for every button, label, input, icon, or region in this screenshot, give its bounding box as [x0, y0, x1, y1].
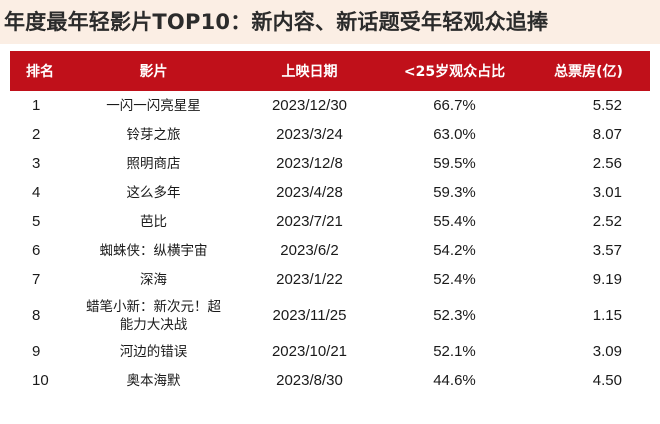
film-cell: 照明商店	[70, 149, 237, 178]
release-date-cell: 2023/1/22	[276, 271, 343, 288]
box-office-cell: 4.50	[592, 372, 622, 389]
release-date-cell: 2023/8/30	[276, 372, 343, 389]
table-row: 4 这么多年 2023/4/28 59.3% 3.01	[10, 178, 650, 207]
rank-cell: 2	[32, 126, 41, 143]
rank-cell: 9	[32, 343, 41, 360]
film-title: 深海	[140, 271, 167, 288]
young-share-cell: 52.3%	[433, 307, 476, 324]
film-title: 铃芽之旅	[126, 126, 181, 143]
film-cell: 铃芽之旅	[70, 120, 237, 149]
table-row: 8 蜡笔小新：新次元！超能力大决战 2023/11/25 52.3% 1.15	[10, 294, 650, 337]
film-cell: 深海	[70, 265, 237, 294]
box-office-cell: 8.07	[592, 126, 622, 143]
release-date-cell: 2023/11/25	[272, 307, 347, 324]
header-film: 影片	[139, 64, 168, 80]
box-office-cell: 3.09	[592, 343, 622, 360]
header-row: 排名 影片 上映日期 <25岁观众占比 总票房(亿)	[10, 51, 650, 91]
rank-cell: 7	[32, 271, 41, 288]
box-office-cell: 2.52	[592, 213, 622, 230]
film-cell: 河边的错误	[70, 337, 237, 366]
release-date-cell: 2023/12/8	[276, 155, 343, 172]
release-date-cell: 2023/4/28	[276, 184, 343, 201]
rank-cell: 1	[32, 97, 41, 114]
release-date-cell: 2023/3/24	[276, 126, 343, 143]
young-share-cell: 66.7%	[433, 97, 476, 114]
young-share-cell: 63.0%	[433, 126, 476, 143]
release-date-cell: 2023/12/30	[271, 97, 348, 114]
header-release-date: 上映日期	[281, 64, 338, 80]
page-title: 年度最年轻影片TOP10：新内容、新话题受年轻观众追捧	[4, 10, 549, 34]
header-total-box-office: 总票房(亿)	[554, 64, 623, 80]
young-share-cell: 52.4%	[433, 271, 476, 288]
young-share-cell: 52.1%	[433, 343, 476, 360]
table-body: 1 一闪一闪亮星星 2023/12/30 66.7% 5.52 2 铃芽之旅 2023/3/2…	[10, 91, 650, 395]
film-title: 蜡笔小新：新次元！超能力大决战	[86, 298, 221, 333]
young-share-cell: 55.4%	[433, 213, 476, 230]
rank-cell: 3	[32, 155, 41, 172]
film-title: 河边的错误	[119, 343, 188, 360]
rank-cell: 6	[32, 242, 41, 259]
young-share-cell: 59.3%	[433, 184, 476, 201]
box-office-cell: 3.01	[592, 184, 622, 201]
film-cell: 奥本海默	[70, 366, 237, 395]
film-title: 芭比	[140, 213, 167, 230]
table-header: 排名 影片 上映日期 <25岁观众占比 总票房(亿)	[10, 51, 650, 91]
young-share-cell: 54.2%	[433, 242, 476, 259]
rank-cell: 4	[32, 184, 41, 201]
box-office-cell: 5.52	[592, 97, 622, 114]
header-rank: 排名	[26, 64, 54, 80]
box-office-table: 排名 影片 上映日期 <25岁观众占比 总票房(亿) 1 一闪一闪亮星星 2023/…	[10, 51, 650, 395]
rank-cell: 10	[32, 372, 49, 389]
film-cell: 芭比	[70, 207, 237, 236]
box-office-cell: 2.56	[592, 155, 622, 172]
film-title: 奥本海默	[126, 372, 181, 389]
box-office-cell: 1.15	[592, 307, 622, 324]
film-cell: 蜘蛛侠：纵横宇宙	[70, 236, 237, 265]
film-cell: 一闪一闪亮星星	[70, 91, 237, 120]
title-banner: 年度最年轻影片TOP10：新内容、新话题受年轻观众追捧	[0, 0, 660, 44]
table-row: 6 蜘蛛侠：纵横宇宙 2023/6/2 54.2% 3.57	[10, 236, 650, 265]
table-row: 2 铃芽之旅 2023/3/24 63.0% 8.07	[10, 120, 650, 149]
rank-cell: 5	[32, 213, 41, 230]
young-share-cell: 44.6%	[433, 372, 476, 389]
young-share-cell: 59.5%	[433, 155, 476, 172]
release-date-cell: 2023/7/21	[276, 213, 343, 230]
box-office-cell: 3.57	[592, 242, 622, 259]
release-date-cell: 2023/10/21	[271, 343, 348, 360]
table-row: 5 芭比 2023/7/21 55.4% 2.52	[10, 207, 650, 236]
header-young-audience-share: <25岁观众占比	[403, 64, 506, 80]
film-title: 这么多年	[126, 184, 181, 201]
rank-cell: 8	[32, 307, 41, 324]
box-office-cell: 9.19	[592, 271, 622, 288]
film-title: 照明商店	[126, 155, 181, 172]
table-row: 10 奥本海默 2023/8/30 44.6% 4.50	[10, 366, 650, 395]
film-title: 蜘蛛侠：纵横宇宙	[99, 242, 208, 259]
film-title: 一闪一闪亮星星	[106, 97, 201, 114]
release-date-cell: 2023/6/2	[280, 242, 339, 259]
table-row: 7 深海 2023/1/22 52.4% 9.19	[10, 265, 650, 294]
table-row: 3 照明商店 2023/12/8 59.5% 2.56	[10, 149, 650, 178]
table-row: 1 一闪一闪亮星星 2023/12/30 66.7% 5.52	[10, 91, 650, 120]
film-cell: 这么多年	[70, 178, 237, 207]
table-row: 9 河边的错误 2023/10/21 52.1% 3.09	[10, 337, 650, 366]
film-cell: 蜡笔小新：新次元！超能力大决战	[70, 294, 237, 337]
